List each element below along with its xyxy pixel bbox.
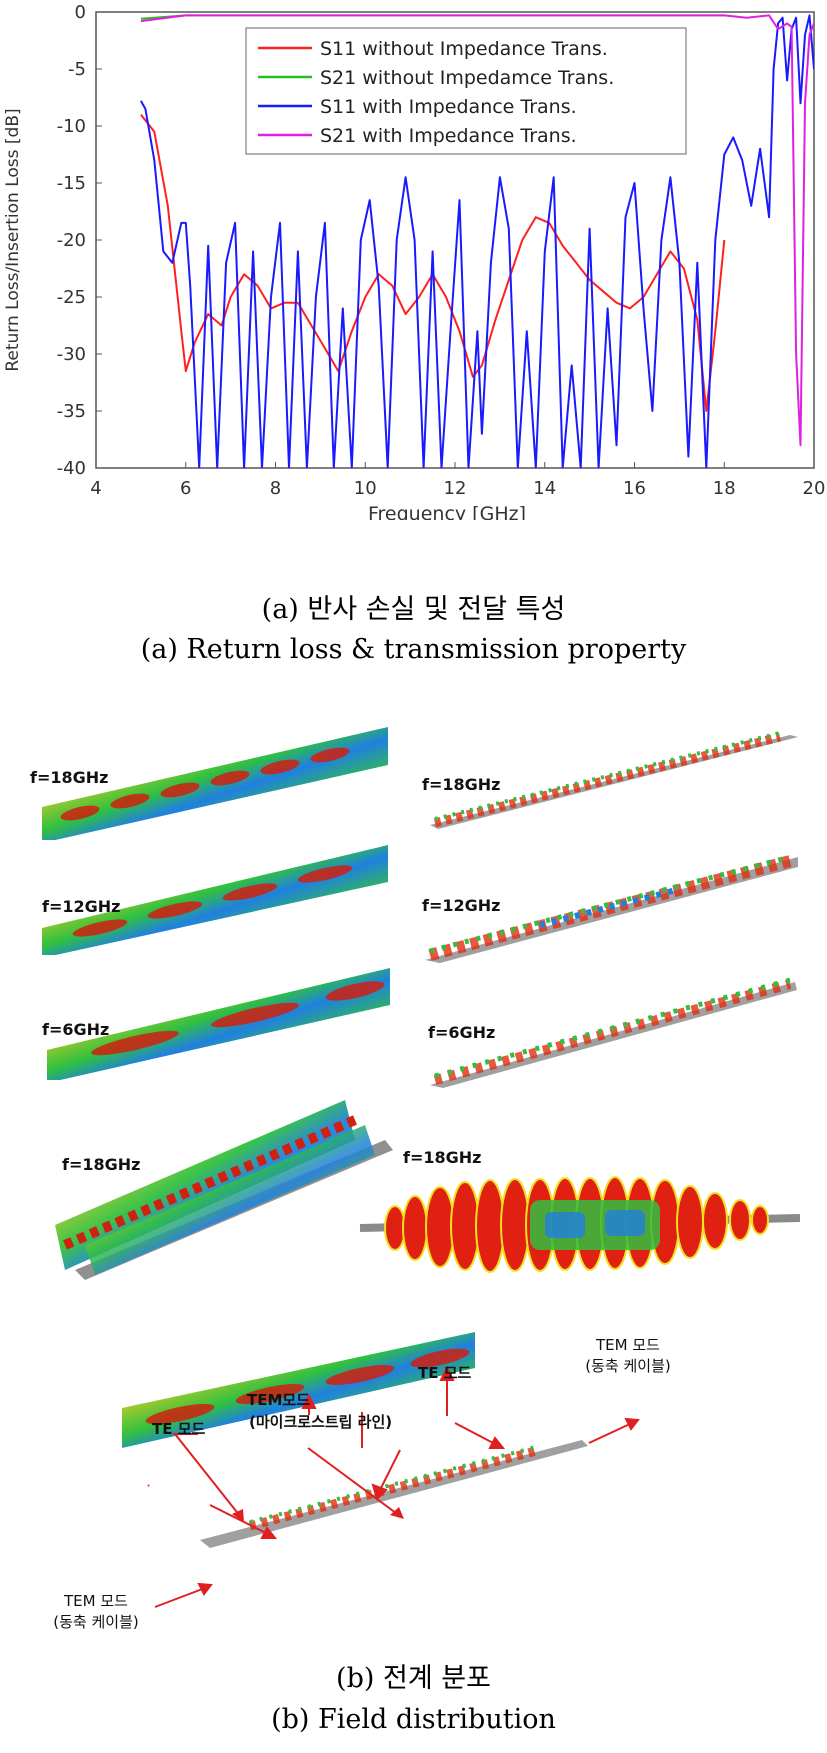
x-tick-label: 6 [180,478,191,499]
x-tick-label: 4 [90,478,101,499]
legend-box [245,27,687,155]
freq-label-right-6: f=6GHz [428,1023,496,1042]
y-tick-label: 0 [75,2,86,23]
anno-microstrip: (마이크로스트립 라인) [249,1413,393,1431]
x-tick-label: 10 [354,478,377,499]
x-tick-label: 12 [444,478,467,499]
legend-entry: S21 with Impedance Trans. [320,125,577,147]
y-tick-label: -40 [57,458,86,479]
x-tick-label: 20 [803,478,826,499]
x-tick-label: 18 [713,478,736,499]
anno-te-mode-right: TE 모드 [418,1364,472,1382]
chart-legend: S11 without Impedance Trans. S21 without … [245,27,687,155]
caption-a-korean: (a) 반사 손실 및 전달 특성 [261,594,566,625]
field-plot-left-6ghz [47,968,390,1080]
mode-diagram [122,1332,640,1608]
anno-tem-mode-left-1: TEM 모드 [64,1592,128,1610]
caption-a-english: (a) Return loss & transmission property [140,634,687,665]
field-plot-left-12ghz [42,845,388,955]
legend-entry: S21 without Impedamce Trans. [320,67,614,89]
y-tick-label: -25 [57,287,86,308]
y-tick-label: -10 [57,116,86,137]
freq-label-right-12: f=12GHz [422,896,501,915]
freq-label-right-3d: f=18GHz [403,1148,482,1167]
caption-b-korean: (b) 전계 분포 [336,1663,491,1694]
field-plot-right-12ghz [425,854,798,963]
y-tick-label: -15 [57,173,86,194]
field-plot-3d-left [55,1100,393,1280]
y-tick-label: -20 [57,230,86,251]
series-line-3 [140,14,814,447]
field-plot-right-18ghz [430,731,798,829]
anno-te-mode-left: TE 모드 [152,1420,206,1438]
caption-b-english: (b) Field distribution [271,1704,556,1735]
freq-label-right-18: f=18GHz [422,775,501,794]
anno-tem-mode-left-2: (동축 케이블) [53,1613,139,1631]
legend-entry: S11 without Impedance Trans. [320,38,608,60]
field-plot-right-6ghz [430,977,797,1088]
y-tick-label: -35 [57,401,86,422]
x-tick-label: 14 [533,478,556,499]
legend-entry: S11 with Impedance Trans. [320,96,577,118]
freq-label-left-18: f=18GHz [30,768,109,787]
x-tick-label: 16 [623,478,646,499]
freq-label-left-3d: f=18GHz [62,1155,141,1174]
field-plot-left-18ghz [42,727,388,840]
x-tick-label: 8 [270,478,281,499]
y-tick-label: -5 [68,59,86,80]
y-tick-label: -30 [57,344,86,365]
freq-label-left-12: f=12GHz [42,897,121,916]
freq-label-left-6: f=6GHz [42,1020,110,1039]
y-axis-label: Return Loss/Insertion Loss [dB] [3,108,23,371]
x-axis-label: Frequency [GHz] [368,503,526,520]
anno-tem-mode-center: TEM모드 [247,1391,311,1409]
field-plot-3d-right [359,1176,801,1273]
anno-tem-mode-right-2: (동축 케이블) [585,1357,671,1375]
series-line-2 [140,14,814,468]
sparameter-chart: 4 6 8 10 12 14 16 18 200-5-10-15-20-25-30-35-40 … [3,2,826,520]
anno-tem-mode-right-1: TEM 모드 [596,1336,660,1354]
